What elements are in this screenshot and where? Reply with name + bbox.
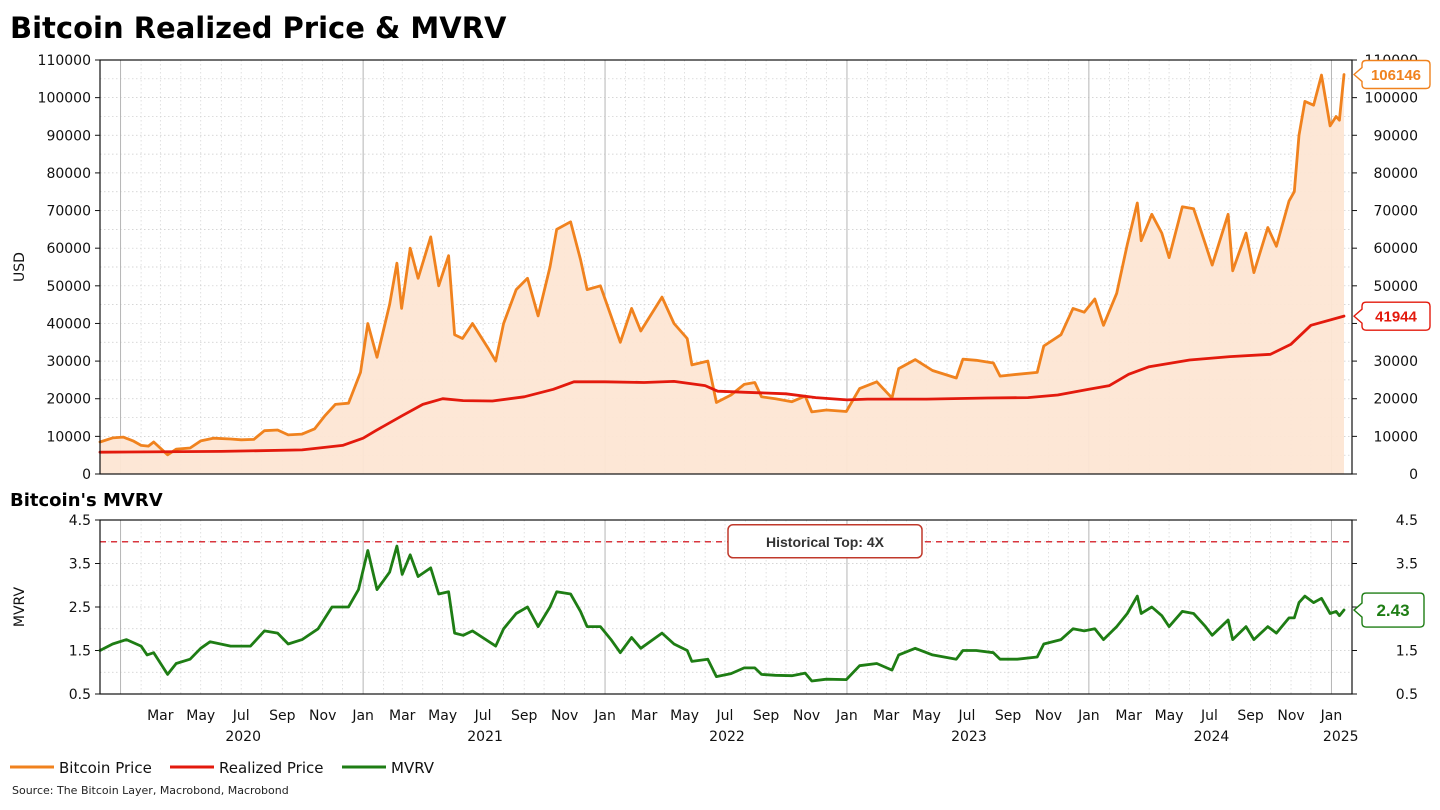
- x-tick-label: Jul: [232, 708, 250, 724]
- y-tick-label-right: 10000: [1373, 429, 1418, 445]
- y-tick-label: 1.5: [69, 644, 91, 660]
- plot-border: [99, 59, 1353, 475]
- y-tick-label: 100000: [38, 91, 91, 107]
- y-tick-label: 4.5: [69, 513, 91, 529]
- x-year-label: 2022: [709, 729, 745, 745]
- y-tick-label-right: 60000: [1373, 241, 1418, 257]
- x-tick-label: Jul: [474, 708, 492, 724]
- y-tick-label: 40000: [46, 316, 91, 332]
- last-value-callout: 41944: [1352, 301, 1431, 331]
- y-axis-label: USD: [12, 252, 28, 282]
- x-tick-label: Jul: [1200, 708, 1218, 724]
- chart-source: Source: The Bitcoin Layer, Macrobond, Ma…: [12, 784, 289, 797]
- x-year-label: 2024: [1194, 729, 1230, 745]
- y-tick-label-right: 20000: [1373, 392, 1418, 408]
- y-tick-label: 10000: [46, 429, 91, 445]
- x-axis: Mar May Jul Sep Nov Jan Mar May Jul Sep Nov Jan Mar M…: [147, 708, 1358, 745]
- callout-value: 2.43: [1376, 601, 1409, 620]
- y-tick-label: 0: [82, 467, 91, 483]
- historical-top-label: Historical Top: 4X: [766, 534, 885, 550]
- callout-box: [1352, 592, 1425, 628]
- callout-value: 106146: [1371, 67, 1421, 84]
- x-tick-label: Sep: [1237, 708, 1264, 724]
- y-axis-label: MVRV: [12, 586, 28, 627]
- y-tick-label: 90000: [46, 128, 91, 144]
- y-tick-label-right: 4.5: [1396, 513, 1418, 529]
- y-tick-label: 3.5: [69, 557, 91, 573]
- x-tick-label: Nov: [793, 708, 820, 724]
- chart-title: Bitcoin Realized Price & MVRV: [10, 11, 507, 45]
- legend-label: MVRV: [391, 759, 435, 777]
- x-tick-label: Sep: [511, 708, 538, 724]
- y-tick-label: 0.5: [69, 687, 91, 703]
- x-tick-label: Mar: [1115, 708, 1142, 724]
- y-tick-label-right: 80000: [1373, 166, 1418, 182]
- callout-box: [1352, 59, 1431, 90]
- x-tick-label: Nov: [1277, 708, 1304, 724]
- x-year-label: 2023: [951, 729, 987, 745]
- x-tick-label: Nov: [1035, 708, 1062, 724]
- legend-label: Realized Price: [219, 759, 324, 777]
- y-tick-label: 70000: [46, 204, 91, 220]
- x-tick-label: Jan: [835, 708, 858, 724]
- x-tick-label: May: [670, 708, 699, 724]
- series-mvrv: [98, 544, 1346, 683]
- y-tick-label: 60000: [46, 241, 91, 257]
- x-year-label: 2021: [467, 729, 503, 745]
- x-year-label: 2025: [1323, 729, 1359, 745]
- y-tick-label: 110000: [38, 53, 91, 69]
- x-tick-label: Jan: [593, 708, 616, 724]
- x-tick-label: Mar: [873, 708, 900, 724]
- y-tick-label-right: 3.5: [1396, 557, 1418, 573]
- historical-top-box: [727, 524, 923, 559]
- last-value-callout: 2.43: [1352, 592, 1425, 628]
- y-tick-label-right: 0.5: [1396, 687, 1418, 703]
- x-tick-label: Jul: [716, 708, 734, 724]
- y-tick-label-right: 50000: [1373, 279, 1418, 295]
- x-tick-label: Mar: [389, 708, 416, 724]
- callout-value: 41944: [1375, 309, 1417, 326]
- x-tick-label: May: [1155, 708, 1184, 724]
- x-tick-label: May: [186, 708, 215, 724]
- x-year-label: 2020: [225, 729, 261, 745]
- y-tick-label-right: 0: [1409, 467, 1418, 483]
- x-tick-label: Jan: [1320, 708, 1343, 724]
- x-tick-label: Sep: [269, 708, 296, 724]
- x-tick-label: Nov: [309, 708, 336, 724]
- last-value-callout: 106146: [1352, 59, 1431, 90]
- y-tick-label-right: 100000: [1365, 91, 1418, 107]
- series-realized-price: [98, 314, 1346, 454]
- legend: Bitcoin Price Realized Price MVRV: [10, 759, 435, 777]
- y-tick-label-right: 30000: [1373, 354, 1418, 370]
- y-tick-label: 2.5: [69, 600, 91, 616]
- plot-border: [99, 519, 1353, 695]
- x-tick-label: Jan: [351, 708, 374, 724]
- chart-subtitle: Bitcoin's MVRV: [10, 490, 163, 511]
- x-tick-label: Sep: [753, 708, 780, 724]
- y-tick-label: 30000: [46, 354, 91, 370]
- x-tick-label: Mar: [631, 708, 658, 724]
- y-tick-label-right: 1.5: [1396, 644, 1418, 660]
- callout-box: [1352, 301, 1431, 331]
- x-tick-label: May: [912, 708, 941, 724]
- y-tick-label: 80000: [46, 166, 91, 182]
- mvrv-panel: 0.50.51.51.52.52.53.53.54.54.5MVRVHistor…: [12, 513, 1425, 703]
- x-tick-label: May: [428, 708, 457, 724]
- x-tick-label: Sep: [995, 708, 1022, 724]
- x-tick-label: Jul: [957, 708, 975, 724]
- x-tick-label: Jan: [1077, 708, 1100, 724]
- legend-label: Bitcoin Price: [59, 759, 152, 777]
- series-bitcoin-price: [98, 73, 1346, 457]
- y-tick-label-right: 70000: [1373, 204, 1418, 220]
- y-tick-label-right: 90000: [1373, 128, 1418, 144]
- price-panel: 0010000100002000020000300003000040000400…: [12, 53, 1431, 483]
- y-tick-label: 20000: [46, 392, 91, 408]
- y-tick-label: 50000: [46, 279, 91, 295]
- x-tick-label: Mar: [147, 708, 174, 724]
- x-tick-label: Nov: [551, 708, 578, 724]
